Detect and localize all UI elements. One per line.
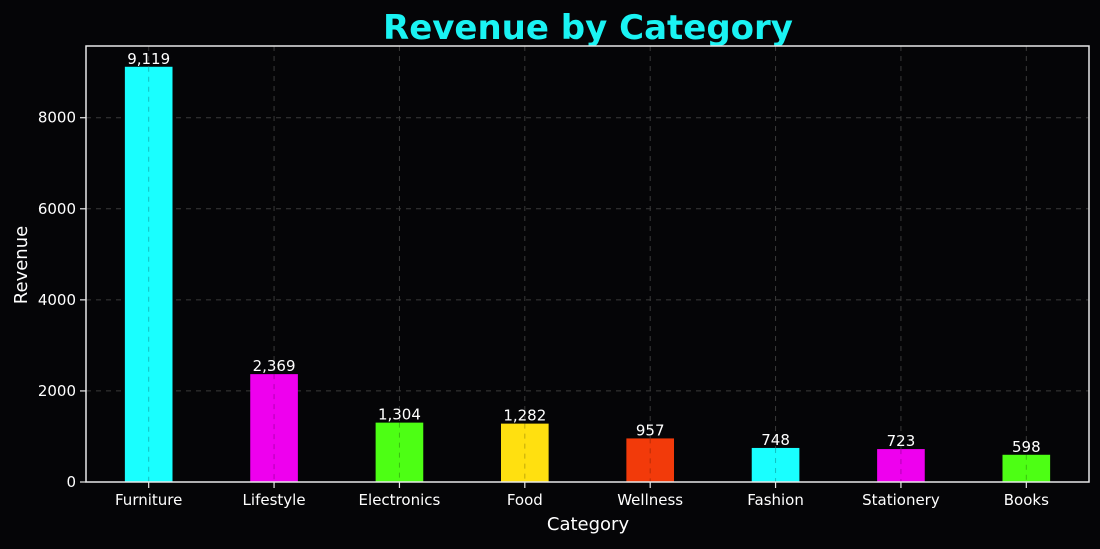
y-axis-ticks: 0 2000 4000 6000 8000 xyxy=(38,109,86,491)
data-label: 1,282 xyxy=(503,407,546,425)
y-tick-label: 4000 xyxy=(38,291,76,309)
x-tick-label: Stationery xyxy=(862,491,940,509)
bar-electronics xyxy=(375,422,424,482)
bar-food xyxy=(500,423,549,482)
y-tick-label: 2000 xyxy=(38,382,76,400)
y-tick-label: 0 xyxy=(66,473,76,491)
y-tick-label: 8000 xyxy=(38,109,76,127)
x-tick-label: Furniture xyxy=(115,491,182,509)
chart-title: Revenue by Category xyxy=(383,8,793,48)
data-label: 723 xyxy=(887,432,916,450)
data-label: 957 xyxy=(636,421,665,439)
x-axis-label: Category xyxy=(547,514,630,535)
y-axis-label: Revenue xyxy=(11,226,32,304)
x-axis-ticks: Furniture Lifestyle Electronics Food Wellnes… xyxy=(115,482,1049,509)
plot-frame xyxy=(85,45,1090,483)
x-tick-label: Fashion xyxy=(747,491,804,509)
bar-wellness xyxy=(626,438,675,482)
bars-group xyxy=(124,66,1051,483)
bar-books xyxy=(1002,454,1051,482)
x-tick-label: Electronics xyxy=(359,491,441,509)
bar-fashion xyxy=(751,447,800,482)
x-tick-label: Lifestyle xyxy=(243,491,306,509)
data-label: 598 xyxy=(1012,438,1041,456)
bar-stationery xyxy=(877,449,925,482)
y-tick-label: 6000 xyxy=(38,200,76,218)
grid-lines xyxy=(86,46,1089,483)
data-labels: 9,119 2,369 1,304 1,282 957 748 723 598 xyxy=(127,50,1041,482)
data-label: 1,304 xyxy=(378,406,421,424)
data-label: 2,369 xyxy=(253,357,296,375)
data-label: 9,119 xyxy=(127,50,170,68)
x-tick-label: Food xyxy=(507,491,543,509)
bar-lifestyle xyxy=(250,374,298,482)
bar-furniture xyxy=(124,66,173,483)
data-label: 748 xyxy=(761,431,790,449)
x-tick-label: Wellness xyxy=(617,491,683,509)
x-tick-label: Books xyxy=(1004,491,1049,509)
